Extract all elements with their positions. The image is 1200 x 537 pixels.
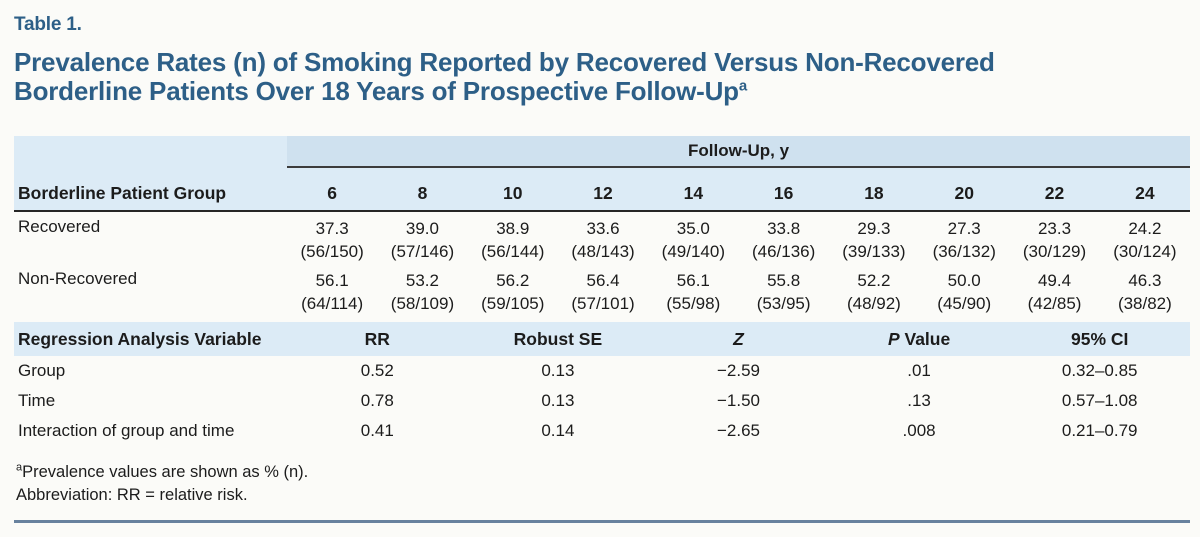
ci-column-header: 95% CI [1009,322,1190,356]
data-cell: 56.1 (64/114) [301,271,364,313]
data-cell: 33.8 (46/136) [751,219,816,261]
data-cell: 23.3 (30/129) [1022,219,1087,261]
year-col-header: 18 [828,167,920,212]
followup-span-row: Follow-Up, y [14,136,1191,168]
rr-value: 0.52 [360,361,394,380]
year-col-header: 24 [1099,167,1191,212]
regression-table: Regression Analysis Variable RR Robust S… [14,322,1190,446]
regression-variable-header: Regression Analysis Variable [14,322,287,356]
data-cell: 56.1 (55/98) [666,271,721,313]
row-label: Interaction of group and time [18,421,235,440]
followup-header: Follow-Up, y [287,136,1191,168]
regression-header-row: Regression Analysis Variable RR Robust S… [14,322,1190,356]
z-column-header: Z [648,322,829,356]
data-cell: 27.3 (36/132) [932,219,996,261]
data-cell: 49.4 (42/85) [1027,271,1082,313]
z-value: −2.59 [716,361,760,380]
prevalence-table: Follow-Up, y Borderline Patient Group 6 … [14,136,1191,316]
year-col-header: 22 [1009,167,1100,212]
footnote-abbreviation: Abbreviation: RR = relative risk. [16,486,248,504]
data-cell: 53.2 (58/109) [390,271,455,313]
table-row-interaction: Interaction of group and time 0.41 0.14 … [14,416,1190,446]
data-cell: 46.3 (38/82) [1117,271,1172,313]
followup-years-row: Borderline Patient Group 6 8 10 12 14 16… [14,167,1191,212]
z-value: −2.65 [716,421,760,440]
year-col-header: 8 [377,167,468,212]
data-cell: 35.0 (49/140) [661,219,725,261]
footnote-prevalence: aPrevalence values are shown as % (n). [16,461,309,481]
robust-se-value: 0.13 [541,391,575,410]
bottom-rule-divider [14,520,1190,523]
table-row-group: Group 0.52 0.13 −2.59 .01 0.32–0.85 [14,356,1190,386]
ci-value: 0.21–0.79 [1061,421,1138,440]
z-value: −1.50 [716,391,760,410]
content-area: Table 1. Prevalence Rates (n) of Smoking… [14,14,1191,523]
data-cell: 39.0 (57/146) [390,219,455,261]
table-title: Prevalence Rates (n) of Smoking Reported… [14,48,1190,106]
table-title-line1: Prevalence Rates (n) of Smoking Reported… [14,47,995,77]
data-cell: 56.2 (59/105) [481,271,545,313]
p-value-column-header: P Value [828,322,1010,356]
data-cell: 24.2 (30/124) [1113,219,1177,261]
year-col-header: 16 [738,167,829,212]
robust-se-column-header: Robust SE [467,322,649,356]
p-value: .008 [902,421,936,440]
data-cell: 50.0 (45/90) [937,271,992,313]
robust-se-value: 0.13 [541,361,575,380]
year-col-header: 10 [467,167,558,212]
row-label: Time [18,391,56,410]
table-number-label: Table 1. [14,14,82,35]
footnote-marker: a [16,461,23,474]
ci-value: 0.32–0.85 [1061,361,1138,380]
data-cell: 29.3 (39/133) [842,219,906,261]
table-footnotes: aPrevalence values are shown as % (n). A… [14,461,1190,507]
year-col-header: 20 [919,167,1010,212]
robust-se-value: 0.14 [541,421,575,440]
corner-cell [14,136,287,167]
rr-value: 0.78 [360,391,394,410]
year-col-header: 14 [648,167,739,212]
data-cell: 33.6 (48/143) [571,219,635,261]
p-value: .13 [907,391,931,410]
group-column-header: Borderline Patient Group [14,167,287,212]
ci-value: 0.57–1.08 [1061,391,1138,410]
rr-value: 0.41 [360,421,394,440]
table-row-non-recovered: Non-Recovered 56.1 (64/114) 53.2 (58/109) … [14,264,1190,316]
row-label: Non-Recovered [18,269,138,288]
data-cell: 52.2 (48/92) [846,271,901,313]
table-row-recovered: Recovered 37.3 (56/150) 39.0 (57/146) 38.9… [14,211,1190,264]
row-label: Group [18,361,66,380]
table-title-line2: Borderline Patients Over 18 Years of Pro… [14,76,747,106]
data-cell: 38.9 (56/144) [481,219,545,261]
data-cell: 55.8 (53/95) [756,271,811,313]
year-col-header: 6 [287,167,378,212]
data-cell: 37.3 (56/150) [300,219,364,261]
rr-column-header: RR [287,322,468,356]
row-label: Recovered [18,217,101,236]
table-row-time: Time 0.78 0.13 −1.50 .13 0.57–1.08 [14,386,1190,416]
year-col-header: 12 [557,167,649,212]
title-footnote-marker: a [738,77,747,95]
p-value: .01 [907,361,931,380]
data-cell: 56.4 (57/101) [571,271,635,313]
